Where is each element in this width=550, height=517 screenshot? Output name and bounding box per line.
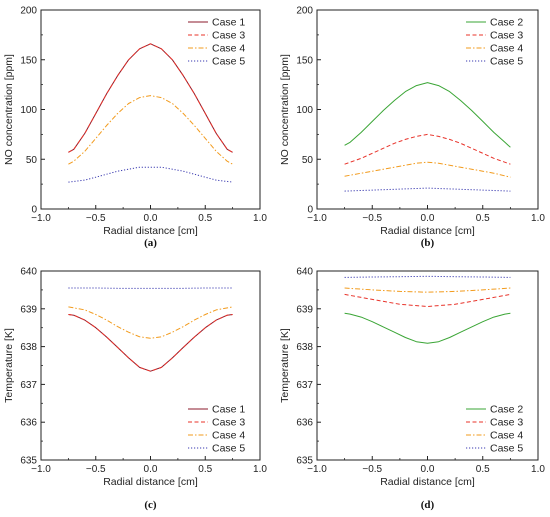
chart-panel-3: −1.0 −0.5 0.0 0.5 1.0 635 636 637 638 639 640 Radia…	[3, 267, 267, 512]
x-tick-label: 0.5	[476, 464, 490, 475]
y-axis-title: Temperature [K]	[3, 328, 15, 403]
legend-entry: Case 5	[490, 56, 523, 68]
series-line-case-5	[344, 275, 511, 278]
chart-panel-1: −1.0 −0.5 0.0 0.5 1.0 0 50 100 150 200 Radial dist…	[3, 6, 267, 250]
y-tick-label: 100	[296, 105, 313, 116]
series-line-case-3	[344, 133, 511, 165]
panel-caption: (b)	[421, 237, 435, 249]
y-tick-label: 637	[296, 380, 313, 391]
y-tick-label: 200	[296, 6, 313, 17]
series-line-case-2	[344, 82, 511, 148]
y-tick-label: 637	[20, 380, 37, 391]
legend-entry: Case 3	[490, 417, 523, 429]
y-axis-title: NO concentration [ppm]	[3, 54, 15, 165]
series-line-case-2	[344, 312, 511, 344]
x-tick-label: 0.0	[421, 213, 435, 224]
series-line-case-1	[68, 314, 233, 372]
y-tick-label: 640	[20, 267, 37, 278]
x-tick-label: −0.5	[362, 213, 382, 224]
series-line-case-4	[68, 95, 233, 165]
x-tick-label: 0.0	[421, 464, 435, 475]
y-axis-title: NO concentration [ppm]	[279, 54, 291, 165]
legend-entry: Case 5	[212, 443, 245, 455]
y-tick-label: 150	[296, 55, 313, 66]
x-tick-label: −1.0	[31, 213, 51, 224]
legend-entry: Case 5	[490, 443, 523, 455]
legend-entry: Case 2	[490, 404, 523, 416]
x-axis-title: Radial distance [cm]	[380, 476, 475, 488]
series-line-case-5	[344, 187, 511, 192]
series-line-case-3	[344, 293, 511, 307]
x-tick-label: 1.0	[253, 213, 267, 224]
x-axis-title: Radial distance [cm]	[103, 225, 198, 237]
x-tick-label: 0.5	[198, 464, 212, 475]
x-axis-title: Radial distance [cm]	[103, 476, 198, 488]
y-tick-label: 0	[31, 205, 37, 216]
legend-entry: Case 4	[490, 43, 523, 55]
y-tick-label: 635	[20, 456, 37, 467]
y-tick-label: 0	[307, 205, 313, 216]
y-tick-label: 50	[26, 155, 38, 166]
x-tick-label: 1.0	[531, 213, 545, 224]
y-tick-label: 150	[20, 55, 37, 66]
panel-caption: (d)	[421, 499, 435, 511]
legend-entry: Case 2	[490, 17, 523, 29]
legend-entry: Case 4	[212, 430, 245, 442]
legend-entry: Case 4	[490, 430, 523, 442]
y-tick-label: 639	[296, 304, 313, 315]
x-tick-label: 0.0	[144, 213, 158, 224]
series-line-case-4	[68, 306, 233, 339]
legend-entry: Case 5	[212, 56, 245, 68]
chart-panel-2: −1.0 −0.5 0.0 0.5 1.0 0 50 100 150 200 Radial dist…	[279, 6, 545, 250]
x-tick-label: −0.5	[86, 464, 106, 475]
panel-caption: (c)	[144, 499, 157, 511]
series-line-case-1	[68, 43, 233, 153]
legend-entry: Case 3	[212, 30, 245, 42]
y-tick-label: 636	[296, 418, 313, 429]
x-axis-title: Radial distance [cm]	[380, 225, 475, 237]
series-line-case-3	[68, 43, 233, 153]
legend-entry: Case 3	[212, 417, 245, 429]
y-tick-label: 100	[20, 105, 37, 116]
x-tick-label: 1.0	[531, 464, 545, 475]
x-tick-label: −0.5	[362, 464, 382, 475]
series-line-case-5	[68, 166, 233, 183]
y-tick-label: 638	[296, 342, 313, 353]
x-tick-label: 0.5	[198, 213, 212, 224]
series-line-case-4	[344, 161, 511, 178]
legend-entry: Case 1	[212, 17, 245, 29]
legend-entry: Case 3	[490, 30, 523, 42]
x-tick-label: −0.5	[86, 213, 106, 224]
y-axis-title: Temperature [K]	[279, 328, 291, 403]
x-tick-label: 0.0	[144, 464, 158, 475]
panel-caption: (a)	[144, 237, 157, 249]
y-tick-label: 50	[302, 155, 314, 166]
legend-entry: Case 1	[212, 404, 245, 416]
x-tick-label: 0.5	[476, 213, 490, 224]
x-tick-label: −1.0	[31, 464, 51, 475]
chart-panel-4: −1.0 −0.5 0.0 0.5 1.0 635 636 637 638 639 640 Radia…	[279, 267, 545, 512]
x-tick-label: −1.0	[307, 213, 327, 224]
legend-entry: Case 4	[212, 43, 245, 55]
y-tick-label: 638	[20, 342, 37, 353]
y-tick-label: 200	[20, 6, 37, 17]
series-line-case-4	[344, 287, 511, 293]
y-tick-label: 639	[20, 304, 37, 315]
y-tick-label: 640	[296, 267, 313, 278]
series-line-case-3	[68, 314, 233, 372]
y-tick-label: 635	[296, 456, 313, 467]
y-tick-label: 636	[20, 418, 37, 429]
x-tick-label: 1.0	[253, 464, 267, 475]
x-tick-label: −1.0	[307, 464, 327, 475]
